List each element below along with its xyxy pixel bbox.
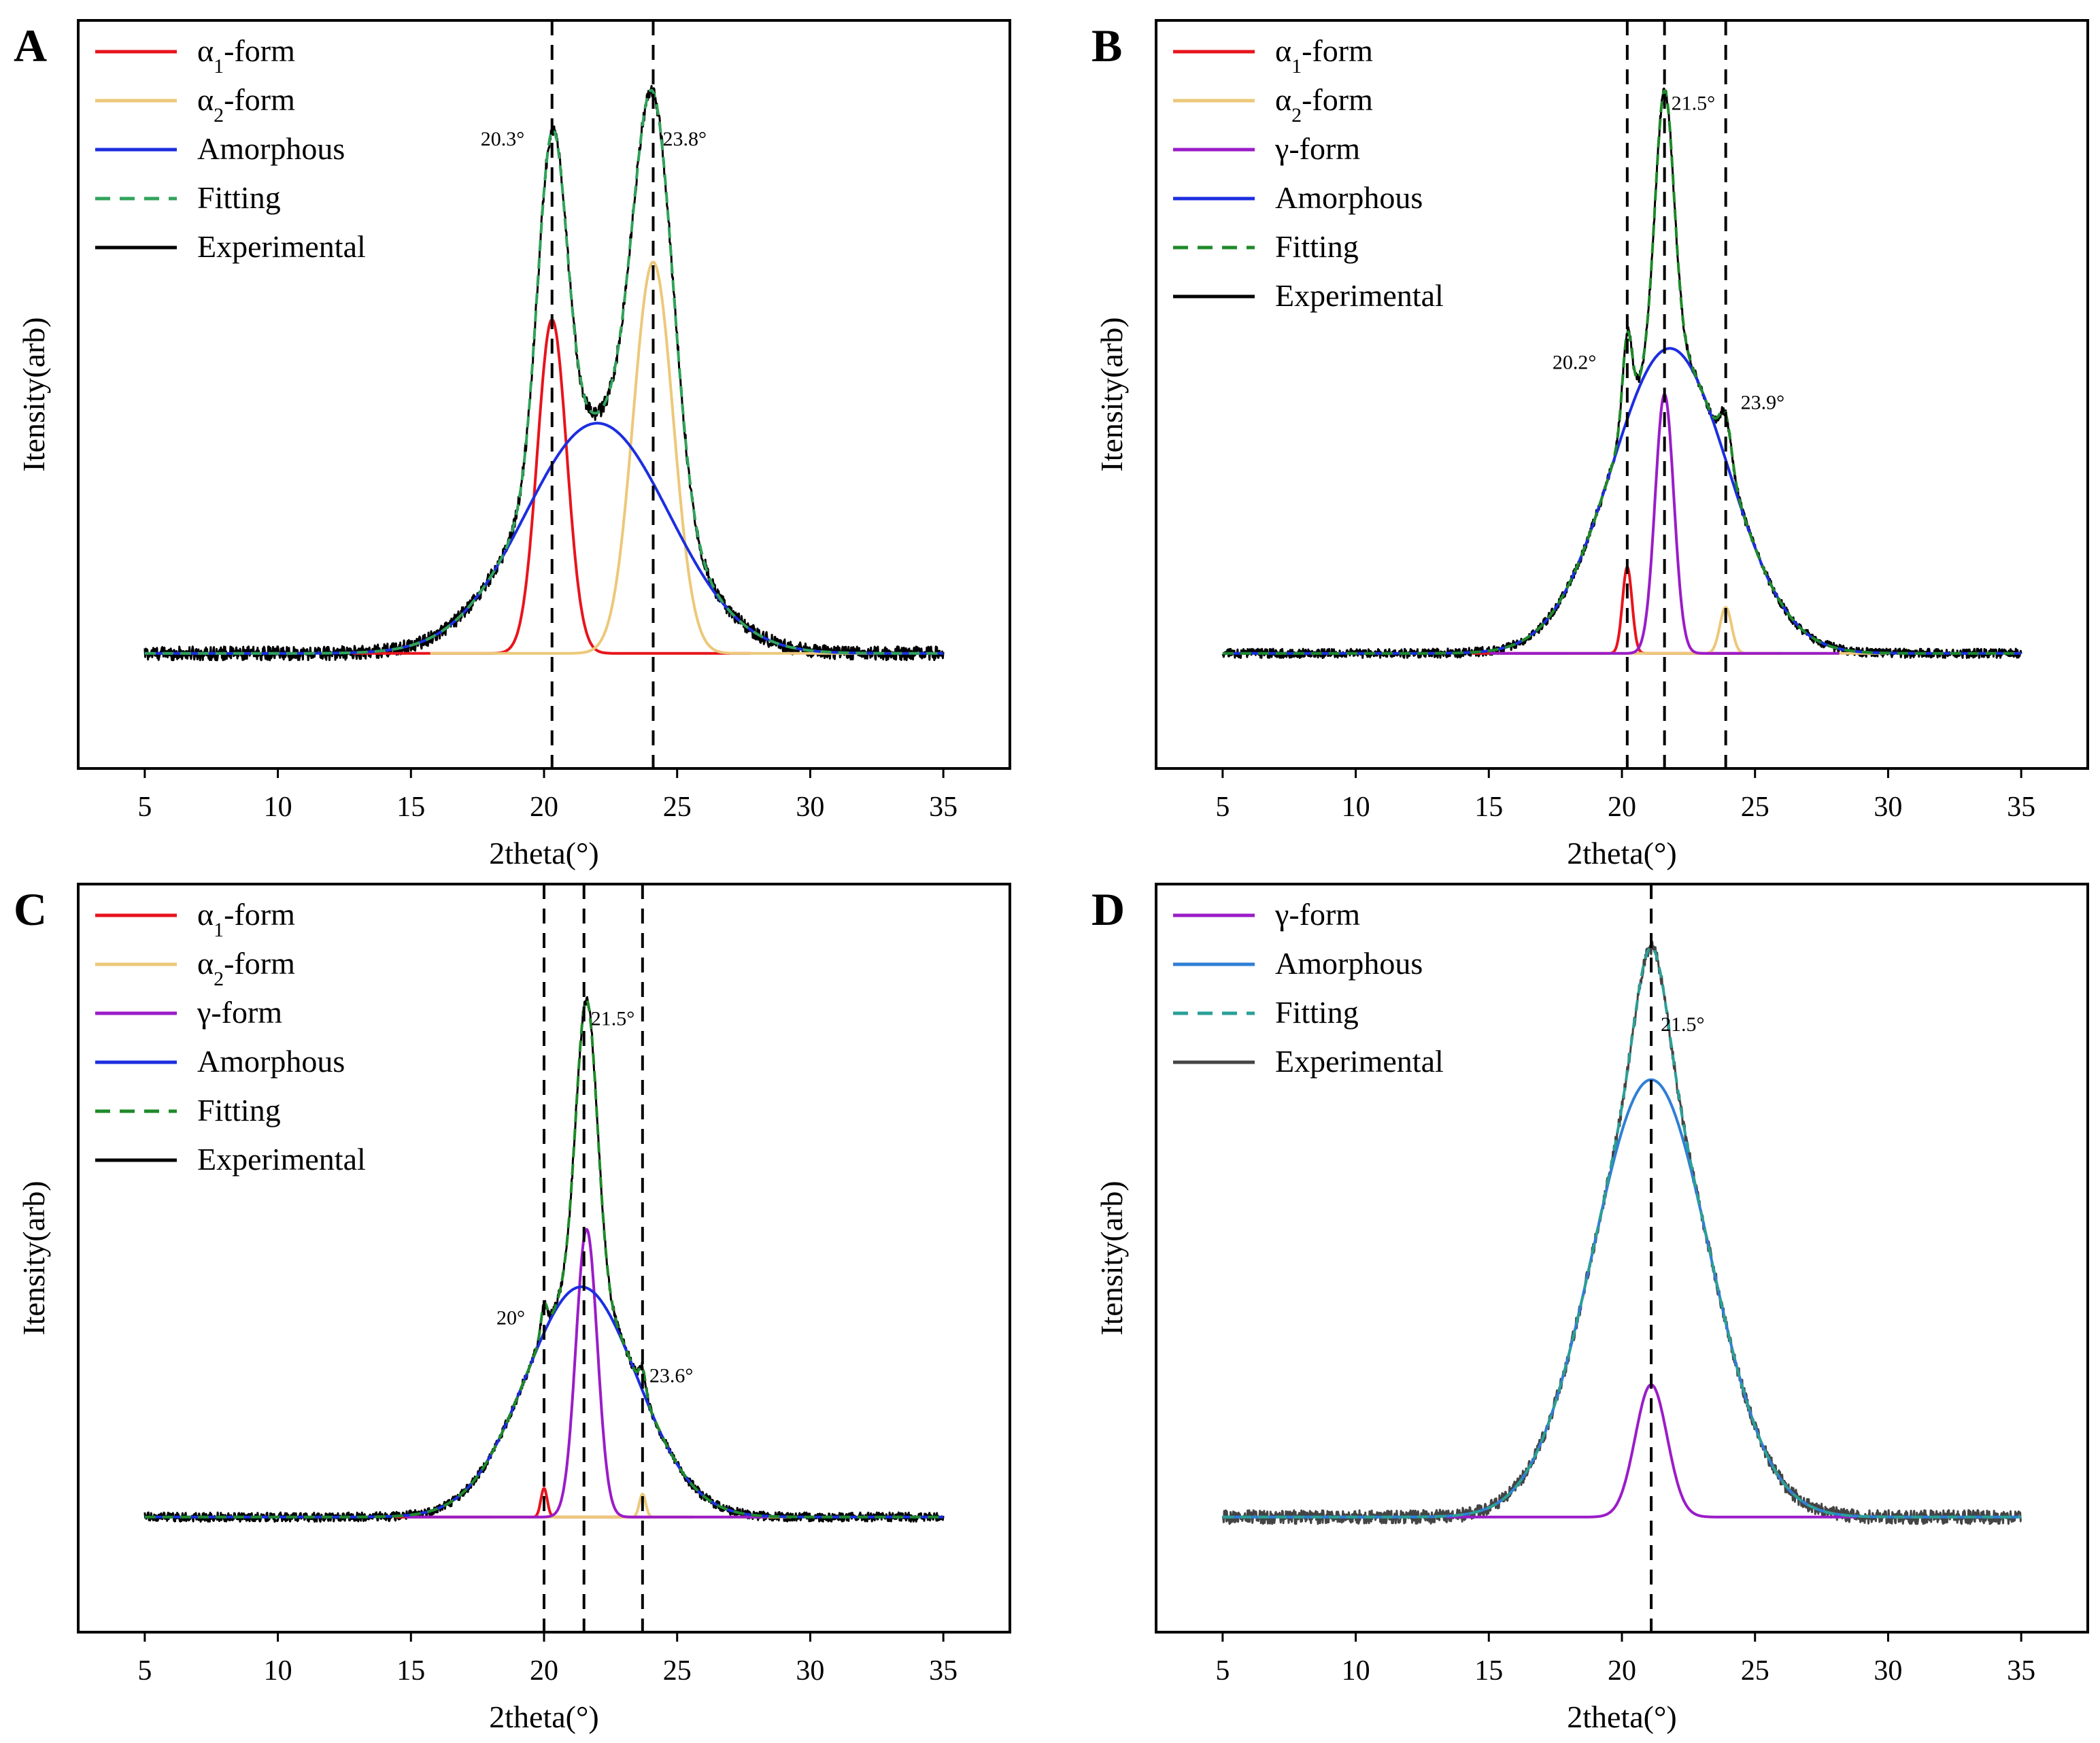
x-tick-label: 30 xyxy=(796,1655,824,1687)
x-tick-label: 25 xyxy=(663,1655,692,1687)
x-tick-label: 20 xyxy=(1608,792,1636,823)
x-tick-label: 15 xyxy=(396,792,425,823)
y-axis-title: Itensity(arb) xyxy=(16,317,51,471)
peak-label: 23.8° xyxy=(662,128,707,150)
x-tick-label: 25 xyxy=(1741,1655,1769,1687)
legend-label: Experimental xyxy=(1275,1044,1444,1079)
x-tick-label: 10 xyxy=(1342,792,1370,823)
x-axis-title: 2theta(°) xyxy=(1567,1699,1676,1734)
legend-label: α1-form xyxy=(197,33,295,78)
x-tick-label: 20 xyxy=(530,1655,558,1687)
legend-label: α2-form xyxy=(1275,82,1373,126)
legend-label: Fitting xyxy=(1275,229,1359,264)
legend-label: Fitting xyxy=(197,1093,281,1128)
x-tick-label: 30 xyxy=(1874,792,1902,823)
x-tick-label: 5 xyxy=(1215,792,1230,823)
x-tick-label: 30 xyxy=(1874,1655,1902,1687)
x-axis-title: 2theta(°) xyxy=(489,836,598,870)
x-tick-label: 15 xyxy=(1474,792,1503,823)
x-tick-label: 10 xyxy=(264,1655,292,1687)
panel-letter: B xyxy=(1091,20,1122,71)
x-tick-label: 15 xyxy=(1474,1655,1503,1687)
x-tick-label: 35 xyxy=(929,792,958,823)
series-experimental xyxy=(1221,87,2022,659)
legend-label: Experimental xyxy=(197,229,366,264)
peak-label: 23.6° xyxy=(649,1364,694,1387)
legend-label: Fitting xyxy=(197,180,281,215)
legend: α1-form α2-form γ-form Amorphous Fitting Expe… xyxy=(95,897,366,1177)
legend-label: α2-form xyxy=(197,946,295,990)
panel-letter: A xyxy=(14,20,47,71)
legend-label: Amorphous xyxy=(1275,946,1423,981)
x-tick-label: 30 xyxy=(796,792,824,823)
series--2-form xyxy=(429,260,877,655)
legend-label: γ-form xyxy=(197,995,282,1030)
legend-label: γ-form xyxy=(1274,131,1360,166)
series-amorphous xyxy=(1221,1078,2022,1519)
legend: γ-form Amorphous Fitting Experimental xyxy=(1173,897,1444,1079)
series--form xyxy=(405,1228,768,1519)
x-tick-label: 25 xyxy=(1741,792,1769,823)
legend-label: Amorphous xyxy=(197,1044,345,1079)
peak-label: 20.2° xyxy=(1553,351,1597,373)
x-tick-label: 20 xyxy=(1608,1655,1636,1687)
peak-label: 23.9° xyxy=(1741,392,1785,414)
panel-letter: C xyxy=(14,883,47,935)
x-tick-label: 35 xyxy=(2007,792,2035,823)
y-axis-title: Itensity(arb) xyxy=(1094,317,1129,471)
x-axis-title: 2theta(°) xyxy=(489,1699,598,1734)
x-tick-label: 5 xyxy=(137,1655,152,1687)
legend-label: α1-form xyxy=(1275,33,1373,78)
legend-label: Fitting xyxy=(1275,995,1359,1030)
panel-letter: D xyxy=(1091,883,1125,935)
x-tick-label: 10 xyxy=(264,792,292,823)
series-amorphous xyxy=(143,422,945,655)
peak-label: 21.5° xyxy=(1661,1013,1705,1036)
peak-label: 21.5° xyxy=(1672,92,1716,115)
x-tick-label: 20 xyxy=(530,792,558,823)
panel-a: A 5 10 15 20 25 30 35 2theta(°) Itensity(arb) 20.3… xyxy=(14,19,1011,870)
x-tick-label: 25 xyxy=(663,792,692,823)
x-tick-label: 35 xyxy=(2007,1655,2035,1687)
series-fitting xyxy=(1221,946,2022,1519)
peak-label: 20.3° xyxy=(481,128,525,150)
peak-label: 21.5° xyxy=(591,1008,635,1030)
series-experimental xyxy=(1221,941,2022,1525)
y-axis-title: Itensity(arb) xyxy=(16,1181,51,1335)
series-fitting xyxy=(1221,89,2022,655)
panel-b: B 5 10 15 20 25 30 35 2theta(°) Itensity(arb) 21.5… xyxy=(1091,19,2089,870)
series-fitting xyxy=(143,88,945,655)
x-tick-label: 35 xyxy=(929,1655,958,1687)
legend-label: α2-form xyxy=(197,82,295,126)
legend-label: α1-form xyxy=(197,897,295,941)
curves xyxy=(1221,941,2022,1525)
panel-d: D 5 10 15 20 25 30 35 2theta(°) Itensity(arb) 21.5… xyxy=(1091,883,2089,1734)
x-tick-label: 15 xyxy=(396,1655,425,1687)
legend-label: γ-form xyxy=(1274,897,1360,932)
x-tick-label: 5 xyxy=(1215,1655,1230,1687)
legend-label: Experimental xyxy=(197,1142,366,1177)
x-tick-label: 5 xyxy=(137,792,152,823)
legend-label: Amorphous xyxy=(197,131,345,166)
curves xyxy=(143,84,945,662)
legend-label: Amorphous xyxy=(1275,180,1423,215)
panel-c: C 5 10 15 20 25 30 35 2theta(°) Itensity(arb) 21.5… xyxy=(14,883,1011,1734)
x-tick-label: 10 xyxy=(1342,1655,1370,1687)
legend-label: Experimental xyxy=(1275,278,1444,313)
curves xyxy=(1221,87,2022,659)
y-axis-title: Itensity(arb) xyxy=(1094,1181,1129,1335)
x-axis-title: 2theta(°) xyxy=(1567,836,1676,870)
peak-label: 20° xyxy=(496,1307,525,1330)
